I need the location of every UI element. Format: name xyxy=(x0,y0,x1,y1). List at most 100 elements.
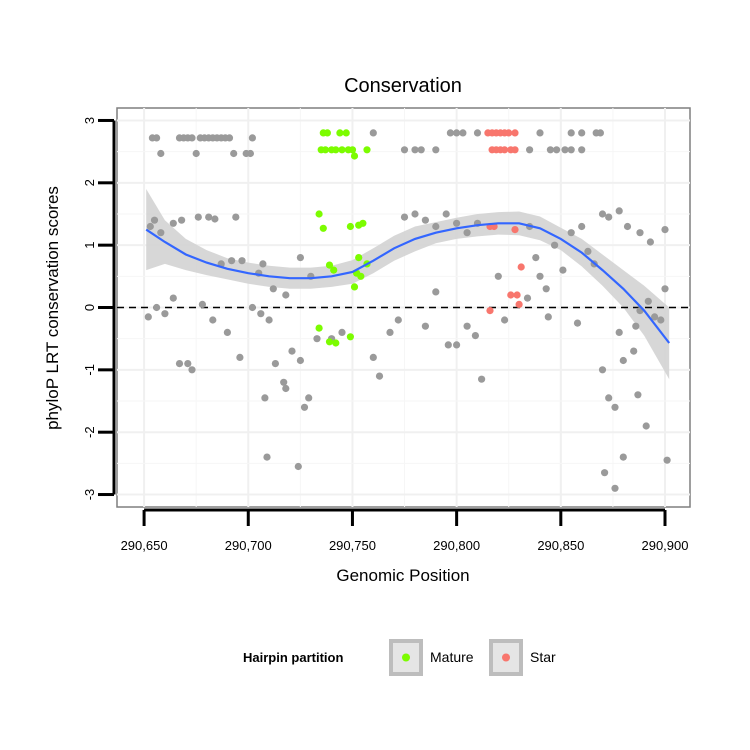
point-other xyxy=(459,129,467,137)
point-other xyxy=(623,222,632,231)
point-other xyxy=(300,403,309,411)
point-mature xyxy=(323,129,331,137)
point-other xyxy=(153,134,161,142)
point-mature xyxy=(363,146,371,154)
point-other xyxy=(265,316,273,324)
point-other xyxy=(257,310,265,318)
point-other xyxy=(248,134,256,142)
point-other xyxy=(296,356,304,365)
point-other xyxy=(598,210,607,218)
point-mature xyxy=(321,146,329,154)
point-other xyxy=(209,316,217,324)
point-other xyxy=(338,328,346,336)
point-star xyxy=(513,291,521,299)
point-other xyxy=(421,322,429,330)
legend-title: Hairpin partition xyxy=(243,650,343,665)
point-other xyxy=(444,341,452,349)
smooth-line xyxy=(145,222,671,344)
point-other xyxy=(282,291,290,299)
point-other xyxy=(463,229,471,237)
legend: Hairpin partition Mature Star xyxy=(243,639,556,676)
point-other xyxy=(232,213,240,221)
y-tick-label: -1 xyxy=(82,364,97,376)
point-mature xyxy=(342,129,350,137)
confidence-band-layer xyxy=(146,189,670,380)
point-other xyxy=(636,229,644,237)
point-other xyxy=(238,257,246,265)
point-other xyxy=(471,332,479,340)
y-axis-label: phyloP LRT conservation scores xyxy=(43,186,62,430)
point-other xyxy=(188,134,196,142)
point-other xyxy=(559,266,567,274)
point-mature xyxy=(330,266,338,274)
point-other xyxy=(411,146,419,154)
point-other xyxy=(157,229,165,237)
point-other xyxy=(578,129,586,137)
point-mature xyxy=(359,219,367,227)
point-mature xyxy=(315,324,323,332)
point-other xyxy=(578,222,586,231)
y-tick-label: -3 xyxy=(82,489,97,501)
point-other xyxy=(153,303,161,312)
point-other xyxy=(567,229,575,237)
point-other xyxy=(619,356,627,365)
point-other xyxy=(271,360,279,368)
legend-marker-star xyxy=(502,653,510,662)
legend-label-star: Star xyxy=(530,649,556,665)
point-mature xyxy=(332,146,340,154)
point-other xyxy=(611,484,619,492)
point-star xyxy=(486,307,494,315)
point-other xyxy=(546,146,555,154)
confidence-band xyxy=(146,189,670,380)
point-other xyxy=(463,322,471,330)
point-other xyxy=(144,313,152,321)
point-other xyxy=(259,260,267,268)
point-other xyxy=(584,247,592,255)
point-mature xyxy=(338,146,346,154)
point-other xyxy=(494,272,502,280)
point-other xyxy=(150,216,159,224)
y-tick-label: 3 xyxy=(82,117,97,124)
point-other xyxy=(561,146,569,154)
point-other xyxy=(432,146,440,154)
point-other xyxy=(146,222,154,231)
point-other xyxy=(661,285,669,293)
x-tick-label: 290,700 xyxy=(225,538,272,553)
point-other xyxy=(661,226,669,234)
point-other xyxy=(578,146,586,154)
point-other xyxy=(432,288,440,296)
point-other xyxy=(246,149,254,158)
point-other xyxy=(369,129,377,137)
point-mature xyxy=(332,339,340,347)
axes: 290,650 290,700 290,750 290,800 290,850 290,9… xyxy=(82,117,688,553)
point-other xyxy=(615,207,623,215)
point-other xyxy=(223,328,231,336)
point-other xyxy=(657,316,665,324)
x-tick-label: 290,800 xyxy=(433,538,480,553)
point-mature xyxy=(336,129,344,137)
x-tick-label: 290,650 xyxy=(121,538,168,553)
point-star xyxy=(511,146,519,154)
point-other xyxy=(663,456,671,464)
point-other xyxy=(282,384,290,393)
point-other xyxy=(169,294,177,302)
point-other xyxy=(634,391,642,399)
point-other xyxy=(478,375,486,383)
point-other xyxy=(567,146,575,154)
point-other xyxy=(432,222,440,231)
point-other xyxy=(369,353,377,361)
point-other xyxy=(248,303,256,312)
point-other xyxy=(198,300,206,308)
point-other xyxy=(501,316,509,324)
point-mature xyxy=(319,224,327,232)
chart-title: Conservation xyxy=(344,75,462,97)
point-other xyxy=(630,347,638,355)
point-mature xyxy=(350,283,359,291)
point-other xyxy=(288,347,296,355)
point-other xyxy=(157,149,165,158)
point-other xyxy=(394,316,402,324)
point-other xyxy=(473,129,482,137)
point-mature xyxy=(346,333,354,341)
point-other xyxy=(386,328,394,336)
